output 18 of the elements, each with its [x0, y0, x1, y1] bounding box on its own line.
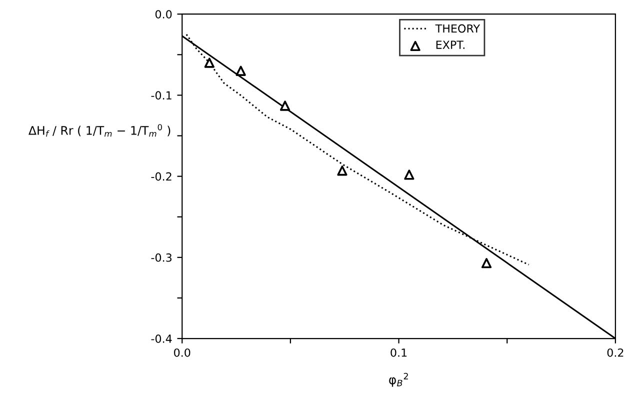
x-tick-label: 0.0: [174, 348, 190, 357]
y-tick-label: -0.1: [151, 91, 172, 100]
point: [236, 66, 246, 76]
point: [280, 100, 290, 111]
point: [404, 170, 414, 180]
point: [204, 58, 214, 68]
legend-label: THEORY: [435, 24, 480, 33]
point: [337, 166, 348, 176]
y-tick-label: 0.0: [155, 10, 172, 18]
y-tick-label: -0.3: [151, 253, 172, 262]
point: [481, 258, 492, 268]
y-tick-label: -0.4: [151, 334, 172, 343]
x-tick-label: 0.1: [390, 348, 407, 357]
legend-label: EXPT.: [436, 40, 464, 49]
x-axis-title: φ$_{B}$$^{2}$: [389, 372, 408, 387]
x-tick-label: 0.2: [607, 348, 624, 357]
y-axis-title: ΔH$_{f}$ / Rr ( 1/T$_{m}$ − 1/T$_{m}$$^{0}$ ): [28, 124, 170, 137]
y-tick-label: -0.2: [151, 172, 172, 181]
